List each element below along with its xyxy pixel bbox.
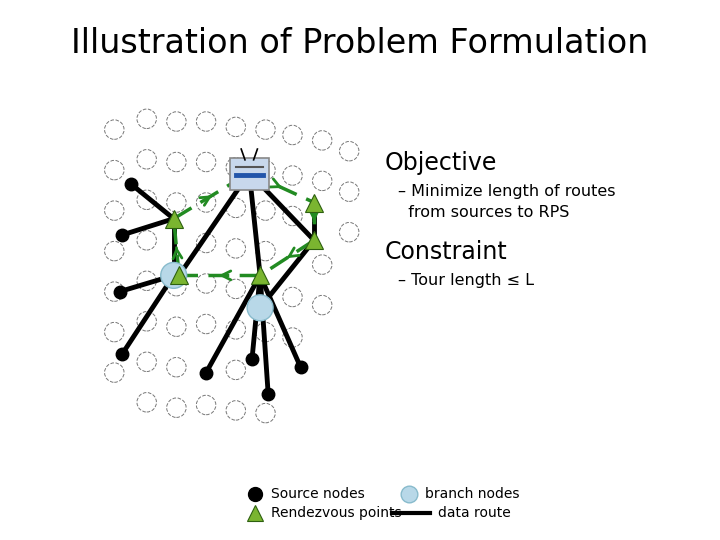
Text: Source nodes: Source nodes bbox=[271, 487, 364, 501]
Text: – Minimize length of routes: – Minimize length of routes bbox=[397, 184, 616, 199]
Text: Constraint: Constraint bbox=[384, 240, 507, 264]
Text: Objective: Objective bbox=[384, 151, 497, 175]
Circle shape bbox=[247, 295, 273, 321]
Text: branch nodes: branch nodes bbox=[425, 487, 519, 501]
Text: from sources to RPS: from sources to RPS bbox=[397, 205, 570, 220]
Text: – Tour length ≤ L: – Tour length ≤ L bbox=[397, 273, 534, 288]
Circle shape bbox=[161, 262, 186, 288]
FancyBboxPatch shape bbox=[230, 158, 269, 190]
Text: Illustration of Problem Formulation: Illustration of Problem Formulation bbox=[71, 27, 649, 60]
Text: Rendezvous points: Rendezvous points bbox=[271, 506, 402, 520]
Text: data route: data route bbox=[438, 506, 511, 520]
